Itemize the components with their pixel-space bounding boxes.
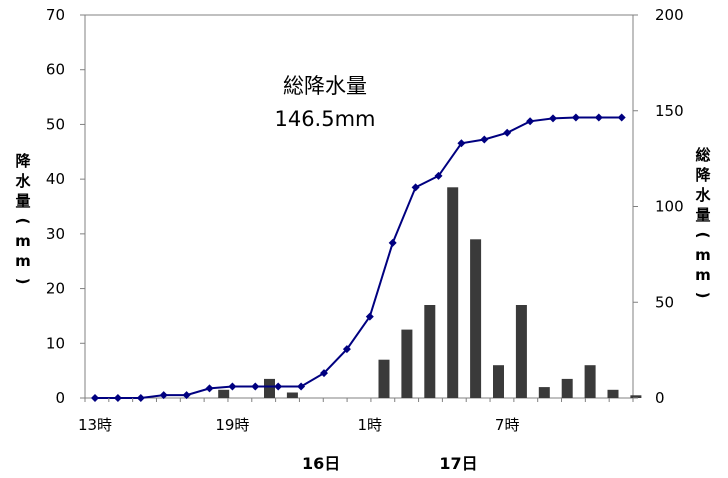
line-marker (342, 345, 351, 354)
x-tick-label: 19時 (215, 416, 249, 434)
right-tick-label: 50 (655, 293, 674, 311)
line-marker (411, 183, 420, 192)
line-marker (388, 238, 397, 247)
day-labels: 16日 17日 (302, 454, 478, 473)
bar (218, 389, 230, 398)
right-tick-label: 100 (655, 198, 684, 216)
line-marker (205, 384, 214, 393)
line-marker (503, 128, 512, 137)
line-marker (136, 394, 145, 402)
line-marker (159, 391, 168, 400)
axis-label-char: m (15, 232, 31, 250)
x-tick-label: 1時 (358, 416, 383, 434)
x-tick-label: 7時 (495, 416, 520, 434)
line-marker (251, 382, 260, 391)
day-label: 16日 (302, 454, 340, 473)
line-marker (457, 139, 466, 148)
line-marker (297, 382, 306, 391)
line-series (91, 113, 626, 402)
bar (584, 365, 596, 398)
bar (493, 365, 504, 398)
axis-label-char: 総 (695, 146, 710, 164)
left-tick-label: 40 (46, 170, 65, 188)
axis-label-char: ) (694, 292, 712, 299)
line-marker (617, 113, 626, 122)
axis-label-char: 降 (15, 152, 31, 170)
bar (424, 305, 436, 398)
line-marker (594, 113, 603, 122)
bar (447, 187, 459, 398)
line-marker (434, 171, 443, 180)
axis-label-char: m (15, 252, 31, 270)
bar (630, 395, 642, 398)
bar (561, 378, 573, 398)
axis-label-char: 降 (695, 166, 711, 184)
day-label: 17日 (439, 454, 477, 473)
line-marker (274, 382, 283, 391)
bar (470, 239, 482, 398)
line-marker (228, 382, 237, 391)
bar (401, 329, 413, 398)
line-marker (526, 117, 535, 126)
line-marker (320, 369, 328, 378)
left-tick-label: 0 (55, 389, 65, 407)
bar (607, 389, 619, 398)
left-tick-label: 70 (46, 6, 65, 24)
line-marker (182, 391, 191, 400)
cumulative-line (95, 116, 622, 399)
axis-label-char: m (695, 266, 711, 284)
axis-label-char: 水 (15, 172, 31, 190)
left-tick-label: 30 (46, 225, 65, 243)
left-tick-label: 10 (46, 334, 65, 352)
bar (264, 378, 275, 398)
annotation-line2: 146.5mm (274, 107, 375, 131)
left-y-axis: 0 10 20 30 40 50 60 70 (46, 6, 85, 407)
axis-label-char: ) (14, 278, 32, 285)
axis-label-char: 水 (695, 186, 711, 204)
axis-label-char: 量 (695, 206, 710, 224)
left-tick-label: 20 (46, 280, 65, 298)
axis-label-char: ( (694, 232, 712, 239)
bar (378, 359, 390, 398)
line-marker (480, 135, 489, 144)
axis-label-char: m (695, 246, 711, 264)
line-marker (571, 113, 580, 122)
bar (515, 305, 527, 398)
axis-label-char: ( (14, 218, 32, 225)
right-tick-label: 200 (655, 6, 684, 24)
plot-area (84, 14, 634, 399)
line-marker (113, 394, 122, 402)
x-tick-label: 13時 (78, 416, 112, 434)
bar (538, 387, 550, 398)
bar-series (218, 187, 642, 398)
line-marker (91, 394, 99, 402)
x-axis: 13時 19時 1時 7時 (78, 398, 634, 434)
right-axis-label: 総降水量 ( mm) (694, 146, 712, 298)
left-axis-label: 降水量 ( mm) (14, 152, 32, 284)
line-marker (365, 312, 374, 321)
axis-label-char: 量 (15, 192, 30, 210)
annotation-line1: 総降水量 (283, 74, 367, 98)
line-marker (549, 114, 557, 123)
right-tick-label: 0 (655, 389, 665, 407)
right-y-axis: 0 50 100 150 200 (633, 6, 684, 407)
bar (286, 392, 298, 398)
left-tick-label: 60 (46, 61, 65, 79)
left-tick-label: 50 (46, 115, 65, 133)
right-tick-label: 150 (655, 102, 684, 120)
